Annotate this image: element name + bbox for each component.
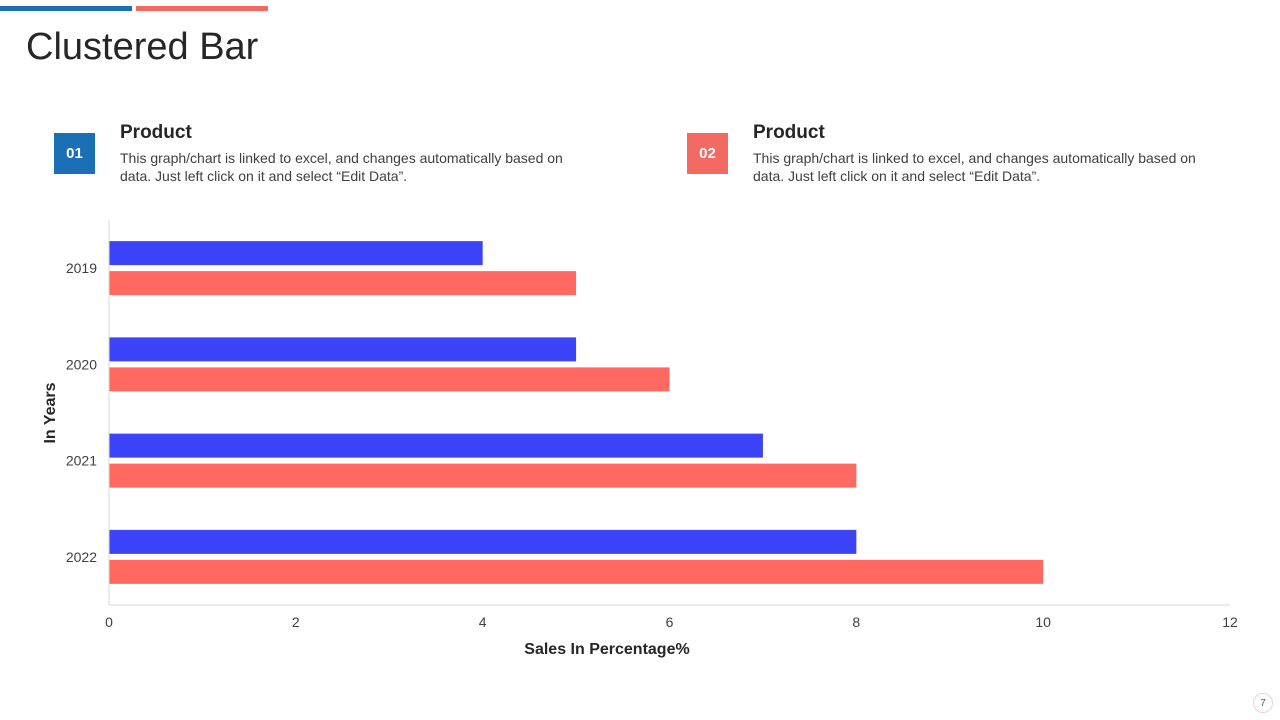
- page-title: Clustered Bar: [26, 26, 259, 68]
- bar-2020-series-2: [109, 367, 670, 392]
- top-accent-bar-blue: [0, 6, 132, 11]
- x-tick-label: 4: [479, 614, 487, 630]
- product-title-2: Product: [753, 122, 825, 143]
- x-tick-label: 10: [1035, 614, 1051, 630]
- y-tick-label: 2020: [66, 356, 97, 372]
- bar-2020-series-1: [109, 337, 577, 362]
- x-tick-label: 8: [852, 614, 860, 630]
- bars-layer: [109, 241, 1044, 584]
- x-tick-labels: 0 2 4 6 8 10 12: [105, 614, 1238, 630]
- y-tick-labels: 2019 2020 2021 2022: [66, 260, 97, 565]
- y-tick-label: 2022: [66, 549, 97, 565]
- x-tick-label: 6: [666, 614, 674, 630]
- x-tick-label: 12: [1222, 614, 1238, 630]
- bar-2021-series-2: [109, 463, 857, 488]
- product-badge-1: 01: [54, 133, 95, 174]
- bar-2021-series-1: [109, 433, 763, 458]
- y-tick-label: 2019: [66, 260, 97, 276]
- x-tick-label: 0: [105, 614, 113, 630]
- product-badge-2: 02: [687, 133, 728, 174]
- bar-2022-series-2: [109, 559, 1044, 584]
- x-axis-title: Sales In Percentage%: [524, 641, 689, 658]
- bar-2019-series-2: [109, 271, 577, 296]
- y-tick-label: 2021: [66, 453, 97, 469]
- bar-2019-series-1: [109, 241, 483, 266]
- top-accent-bar-coral: [136, 6, 268, 11]
- y-axis-title: In Years: [42, 382, 59, 443]
- page-number: 7: [1253, 693, 1273, 713]
- product-description-2: This graph/chart is linked to excel, and…: [753, 150, 1196, 184]
- product-title-1: Product: [120, 122, 192, 143]
- bar-2022-series-1: [109, 529, 857, 554]
- x-tick-label: 2: [292, 614, 300, 630]
- product-description-1: This graph/chart is linked to excel, and…: [120, 150, 563, 184]
